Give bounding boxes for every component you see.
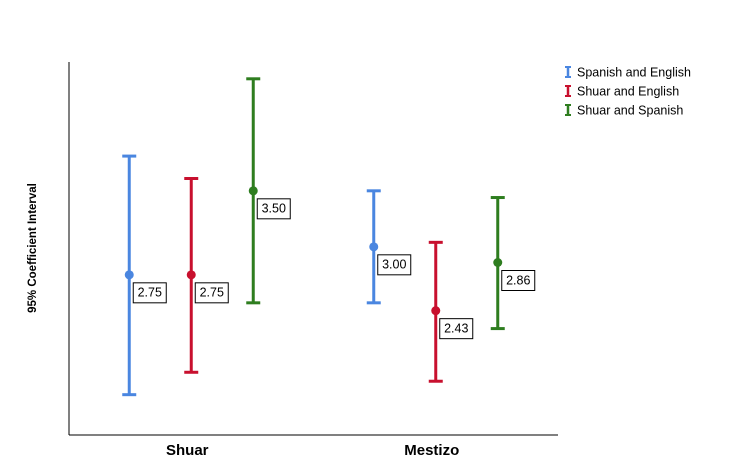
value-label: 2.75 <box>200 286 224 300</box>
x-tick-label: Mestizo <box>404 442 459 459</box>
mean-point <box>124 270 134 280</box>
value-label: 3.00 <box>382 258 406 272</box>
legend-label: Spanish and English <box>577 65 691 79</box>
legend-label: Shuar and English <box>577 84 679 98</box>
mean-point <box>369 242 379 252</box>
value-label-box <box>194 282 229 304</box>
value-label-box <box>501 270 536 292</box>
value-label: 2.75 <box>138 286 162 300</box>
value-label: 2.43 <box>444 321 468 335</box>
mean-point <box>431 306 441 316</box>
legend-label: Shuar and Spanish <box>577 103 683 117</box>
mean-point <box>248 186 258 196</box>
value-label-box <box>132 282 167 304</box>
value-label-box <box>256 198 291 220</box>
value-label-box <box>439 318 474 340</box>
value-label: 2.86 <box>506 273 530 287</box>
y-axis-label: 95% Coefficient Interval <box>27 183 39 313</box>
mean-point <box>493 258 503 268</box>
value-label-box <box>377 254 412 276</box>
x-tick-label: Shuar <box>166 442 209 459</box>
mean-point <box>186 270 196 280</box>
value-label: 3.50 <box>262 202 286 216</box>
